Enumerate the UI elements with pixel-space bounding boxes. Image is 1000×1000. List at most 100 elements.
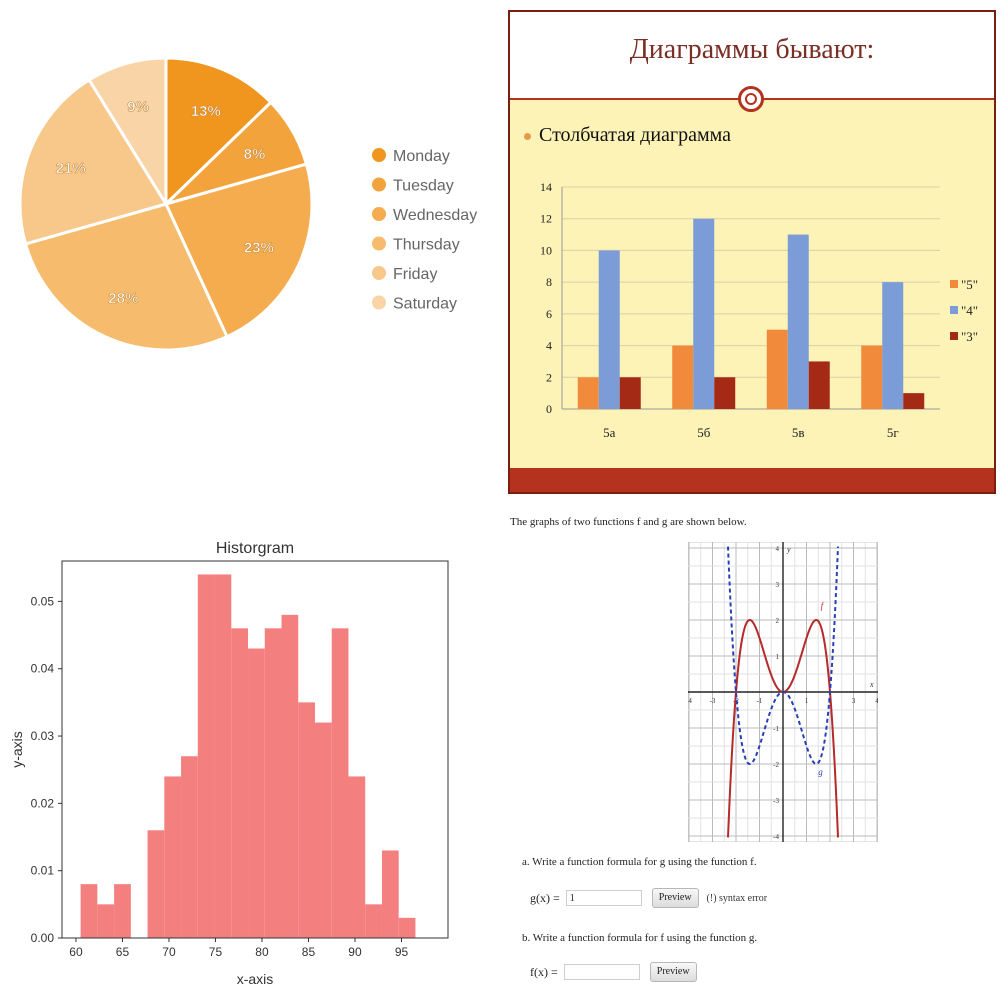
x-tick-label: 75 xyxy=(209,945,223,959)
y-tick-label: 3 xyxy=(776,581,780,589)
curve-g xyxy=(727,546,839,766)
answer-row-f: f(x) = Preview xyxy=(530,962,697,982)
y-tick-label: 2 xyxy=(776,617,780,625)
x-axis-label: x-axis xyxy=(237,971,274,987)
y-axis-name: y xyxy=(786,545,791,554)
legend-swatch xyxy=(372,177,386,192)
curve-f-label: f xyxy=(821,601,825,611)
answer-row-g: g(x) = 1 Preview (!) syntax error xyxy=(530,888,767,908)
x-tick-label: 5в xyxy=(792,425,805,440)
y-tick-label: -1 xyxy=(773,725,779,733)
g-formula-input[interactable]: 1 xyxy=(565,890,642,906)
ring-ornament-icon xyxy=(738,86,764,112)
histogram-bar xyxy=(381,850,399,938)
histogram-bar xyxy=(248,648,265,938)
curve-g-label: g xyxy=(818,767,823,777)
histogram-chart: Historgram 0.00 0.01 0.02 0.03 0.04 0.05 60 65 70… xyxy=(9,540,449,987)
pie-slice-monday xyxy=(164,56,273,208)
plot-frame xyxy=(61,560,449,939)
x-tick-label: 80 xyxy=(255,945,269,959)
histogram-bar xyxy=(331,628,349,938)
y-tick-label: -3 xyxy=(773,797,779,805)
x-tick-label: 85 xyxy=(302,945,316,959)
bar-5б-series-2 xyxy=(714,377,736,409)
slide-bullet: Столбчатая диаграмма xyxy=(524,124,731,147)
slide-subtitle: Столбчатая диаграмма xyxy=(539,124,732,146)
y-tick-label: 0 xyxy=(546,402,552,416)
x-tick-label: -4 xyxy=(688,697,692,705)
y-tick-label: 0.01 xyxy=(31,864,55,878)
x-tick-label: -1 xyxy=(757,697,763,705)
pie-value-label: 21% xyxy=(56,160,86,177)
x-tick-label: -3 xyxy=(710,697,716,705)
bar-5а-series-1 xyxy=(598,250,620,409)
histogram-bar xyxy=(365,904,382,938)
y-tick-label: 6 xyxy=(546,307,552,321)
histogram-bar xyxy=(231,628,249,938)
y-axis-label: y-axis xyxy=(9,731,25,768)
legend-swatch xyxy=(372,295,386,310)
y-tick-label: -2 xyxy=(773,761,779,769)
x-tick-label: 95 xyxy=(395,945,409,959)
pie-slice-thursday xyxy=(23,202,230,352)
legend-swatch xyxy=(372,207,386,221)
bar-5г-series-0 xyxy=(861,345,883,409)
y-tick-label: 10 xyxy=(540,243,552,257)
histogram-panel: Historgram 0.00 0.01 0.02 0.03 0.04 0.05 60 65 70… xyxy=(0,500,500,1000)
y-tick-label: 0.03 xyxy=(31,729,55,743)
y-tick-label: 0.00 xyxy=(31,931,55,945)
preview-button-f[interactable]: Preview xyxy=(649,962,697,982)
histogram-bar xyxy=(80,884,98,938)
bar-5б-series-1 xyxy=(693,218,715,409)
bar-5а-series-0 xyxy=(577,377,599,409)
histogram-bar xyxy=(398,917,416,938)
f-formula-label: f(x) = xyxy=(530,964,558,979)
y-tick-label: 2 xyxy=(546,370,552,384)
question-a: a. Write a function formula for g using … xyxy=(522,856,757,868)
y-tick-label: 0.04 xyxy=(31,662,55,676)
function-question-panel: The graphs of two functions f and g are … xyxy=(500,500,1000,1000)
x-tick-label: 90 xyxy=(348,945,362,959)
y-tick-label: 14 xyxy=(540,180,552,194)
bar-5а-series-2 xyxy=(619,377,641,409)
bar-5в-series-2 xyxy=(808,361,830,409)
legend-swatch xyxy=(950,280,958,288)
histogram-bar xyxy=(114,884,131,938)
question-intro: The graphs of two functions f and g are … xyxy=(510,516,747,528)
legend-swatch xyxy=(950,306,958,314)
question-b: b. Write a function formula for f using … xyxy=(522,932,758,944)
legend-label: "4" xyxy=(961,303,978,318)
bar-5в-series-1 xyxy=(787,234,809,409)
legend-swatch xyxy=(372,266,386,280)
slide-title: Диаграммы бывают: xyxy=(629,34,875,65)
preview-button-g[interactable]: Preview xyxy=(651,888,699,908)
g-formula-label: g(x) = xyxy=(530,890,560,905)
y-tick-label: 0.02 xyxy=(31,796,55,810)
pie-slice-friday xyxy=(18,77,169,246)
x-axis-name: x xyxy=(869,680,874,689)
x-tick-label: 5г xyxy=(887,425,899,440)
histogram-bar xyxy=(298,702,315,938)
f-formula-input[interactable] xyxy=(563,964,640,980)
slide-frame: Диаграммы бывают: Столбчатая диаграмма 0… xyxy=(508,10,996,494)
x-tick-label: 65 xyxy=(116,945,130,959)
legend-swatch xyxy=(950,332,958,340)
pie-value-label: 28% xyxy=(108,290,138,307)
histogram-bar xyxy=(348,776,366,938)
pie-slice-wednesday xyxy=(163,162,314,339)
x-tick-label: 3 xyxy=(852,697,856,705)
y-tick-label: 1 xyxy=(776,653,780,661)
legend-label-thursday: Thursday xyxy=(393,237,460,254)
pie-chart-panel: 13% 8% 23% 28% 21% 9% Monday Tuesday Wednesday Th… xyxy=(0,0,500,500)
x-tick-label: 4 xyxy=(875,697,878,705)
legend-label-wednesday: Wednesday xyxy=(393,207,477,224)
y-tick-label: 4 xyxy=(546,339,552,353)
legend-label: "3" xyxy=(961,329,978,344)
legend-label-monday: Monday xyxy=(393,148,450,165)
slide-footer-bar xyxy=(510,468,994,492)
histogram-bar xyxy=(281,614,299,938)
x-tick-label: 70 xyxy=(162,945,176,959)
pie-value-label: 23% xyxy=(244,240,274,257)
histogram-bar xyxy=(264,628,282,938)
